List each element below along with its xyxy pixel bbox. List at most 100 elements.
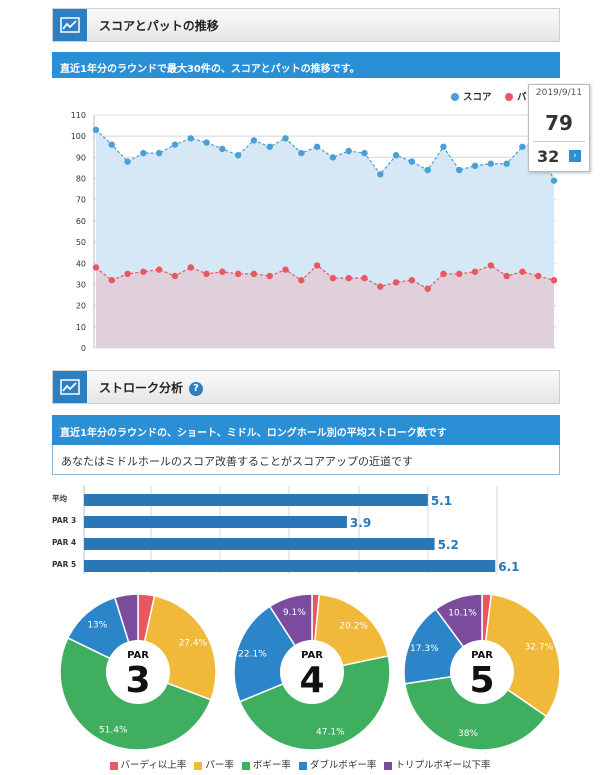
putt-point: [140, 268, 147, 275]
legend-swatch: [194, 761, 203, 770]
pie-slice-label: 10.1%: [448, 609, 477, 619]
pie-legend-label: トリプルボギー以下率: [395, 760, 491, 771]
bar-category-label: PAR 3: [52, 516, 76, 525]
pie-slice-label: 32.7%: [525, 642, 554, 652]
score-point: [345, 147, 352, 155]
score-point: [282, 135, 289, 142]
legend-swatch: [384, 761, 393, 770]
putt-line: [95, 264, 555, 290]
pie-slice: [481, 593, 561, 718]
stroke-analysis-description: 直近1年分のラウンドの、ショート、ミドル、ロングホール別の平均ストローク数です: [52, 415, 560, 445]
score-point: [471, 162, 479, 170]
legend-marker: [505, 93, 513, 101]
legend-swatch: [298, 761, 307, 770]
bar: [84, 516, 347, 528]
putt-point: [424, 285, 431, 292]
putt-point: [329, 274, 337, 282]
score-point: [203, 139, 210, 146]
pie-legend-label: ボギー率: [252, 760, 291, 771]
score-point: [519, 143, 526, 150]
score-point: [171, 141, 179, 148]
score-point: [329, 154, 337, 161]
putt-point: [92, 264, 100, 271]
putt-point: [456, 270, 463, 278]
y-tick-label: 0: [81, 344, 86, 353]
putt-point: [266, 272, 273, 280]
putt-point: [124, 270, 131, 278]
pie-center: [280, 640, 344, 704]
bar: [84, 494, 428, 506]
pie-slice-label: 17.3%: [410, 644, 439, 654]
score-putt-line-chart: 0102030405060708090100110スコアパット: [71, 91, 558, 353]
legend-swatch: [109, 761, 118, 770]
hole-result-pie-charts: 27.4%51.4%13%PAR320.2%47.1%22.1%9.1%PAR4…: [59, 593, 561, 751]
pie-slice-label: 27.4%: [179, 638, 208, 648]
pie-par-number: 3: [125, 660, 150, 701]
score-point: [92, 126, 100, 134]
score-point: [155, 149, 163, 157]
pie-legend-label: バーディ以上率: [120, 760, 187, 771]
score-point: [140, 149, 147, 157]
pie-legend-label: ダブルボギー率: [309, 760, 377, 771]
putt-point: [535, 272, 542, 280]
pie-slice-label: 13%: [87, 621, 107, 631]
score-point: [361, 149, 368, 157]
y-tick-label: 30: [76, 280, 86, 289]
putt-point: [108, 277, 115, 284]
putt-point: [187, 264, 194, 271]
putt-point: [440, 270, 447, 278]
bar-category-label: PAR 5: [52, 560, 76, 569]
bar-category-label: PAR 4: [52, 538, 76, 547]
putt-area: [96, 265, 554, 348]
putt-point: [392, 279, 400, 286]
pie-center: [450, 640, 514, 704]
bar-value-label: 6.1: [498, 560, 519, 574]
average-stroke-bar-chart: 平均 5.1 PAR 3 3.9 PAR 4 5.2 PAR 5 6.1: [52, 486, 520, 574]
pie-legend-item: パー率: [194, 757, 234, 771]
score-point: [487, 160, 495, 167]
score-point: [550, 177, 558, 184]
pie-par-number: 5: [469, 660, 494, 701]
tooltip-date: 2019/9/11: [535, 88, 583, 98]
pie-title: PAR: [127, 650, 149, 661]
chart-tooltip: 2019/9/11 79 32 ›: [528, 84, 590, 172]
pie-par-number: 4: [299, 660, 324, 701]
advice-message: あなたはミドルホールのスコア改善することがスコアアップの近道です: [52, 445, 560, 475]
help-icon[interactable]: ?: [189, 381, 204, 396]
chevron-right-icon[interactable]: ›: [569, 150, 581, 162]
putt-point: [519, 268, 526, 275]
pie-slice-label: 51.4%: [99, 725, 128, 735]
putt-point: [250, 270, 258, 278]
score-point: [124, 158, 131, 165]
pie-title: PAR: [471, 650, 493, 661]
bar-value-label: 3.9: [350, 516, 371, 530]
score-point: [377, 171, 384, 178]
line-chart-icon: [53, 9, 87, 41]
putt-point: [487, 262, 495, 269]
score-point: [440, 143, 447, 150]
pie-slice-label: 22.1%: [238, 649, 267, 659]
putt-point: [313, 262, 321, 269]
y-tick-label: 80: [76, 175, 86, 184]
y-tick-label: 90: [76, 153, 86, 162]
legend-label: スコア: [463, 92, 492, 103]
putt-point: [282, 266, 289, 273]
putt-point: [171, 272, 179, 280]
pie-slice-label: 20.2%: [339, 621, 368, 631]
pie-slice-label: 9.1%: [283, 608, 306, 618]
score-point: [424, 166, 431, 174]
score-point: [250, 137, 258, 144]
putt-point: [298, 277, 305, 284]
putt-point: [471, 268, 479, 275]
pie-legend-item: バーディ以上率: [109, 757, 187, 771]
score-point: [313, 143, 321, 150]
pie-slice: [404, 671, 548, 751]
tooltip-score: 79: [545, 111, 573, 135]
tooltip-putts: 32: [537, 147, 560, 166]
putt-point: [203, 270, 210, 278]
score-point: [408, 158, 416, 165]
pie-legend-item: ダブルボギー率: [298, 757, 377, 771]
pie-legend-item: ボギー率: [241, 757, 291, 771]
score-putt-section-title: スコアとパットの推移: [99, 19, 219, 33]
score-point: [392, 152, 400, 159]
